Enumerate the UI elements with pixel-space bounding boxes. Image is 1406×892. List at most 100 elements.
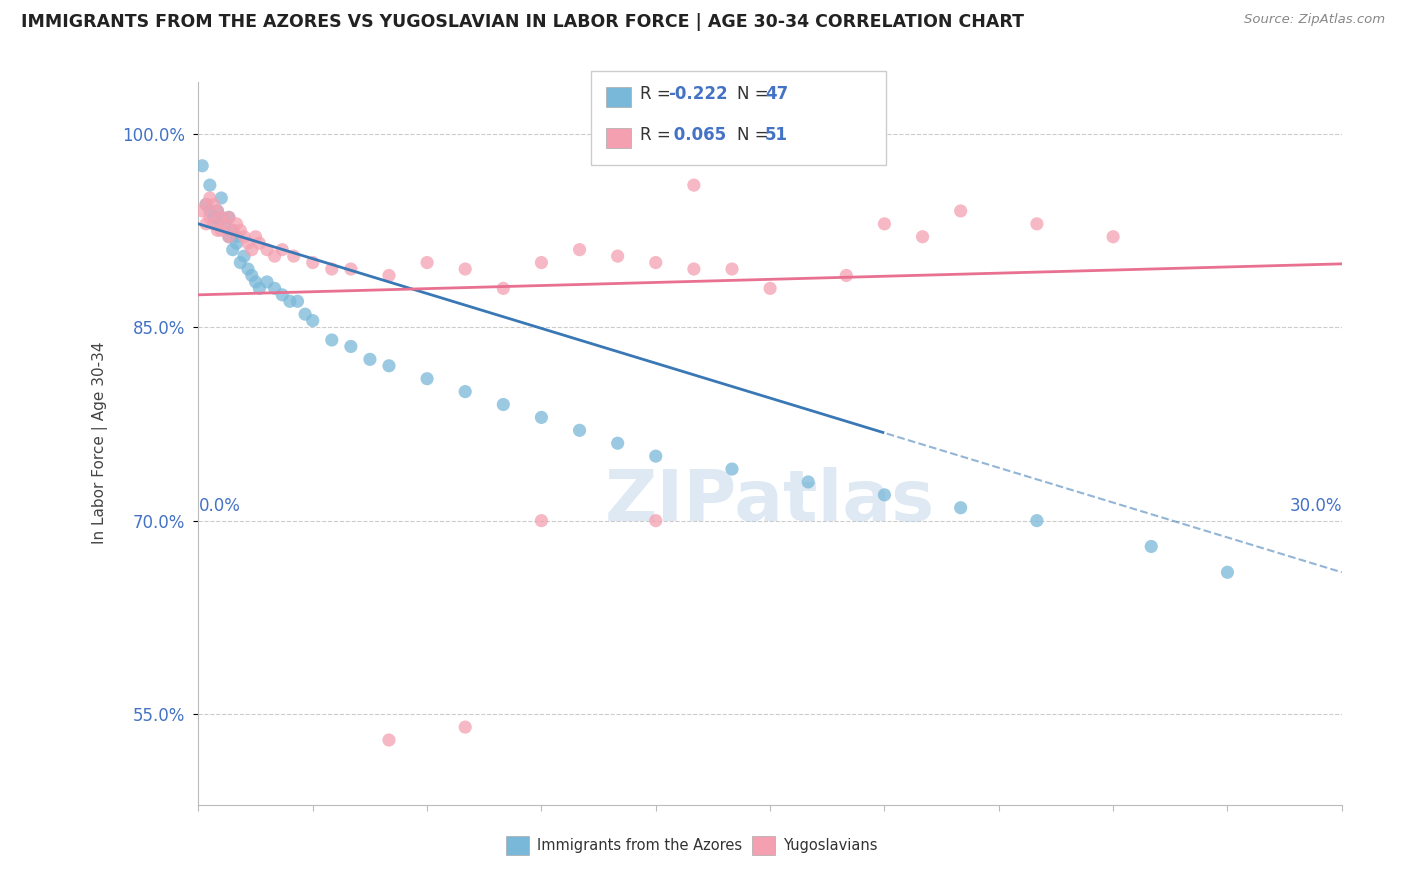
Point — [209, 191, 232, 205]
Point — [568, 423, 591, 437]
Point — [207, 223, 229, 237]
Point — [606, 249, 628, 263]
Y-axis label: In Labor Force | Age 30-34: In Labor Force | Age 30-34 — [93, 342, 108, 544]
Point — [209, 211, 232, 225]
Point — [191, 159, 214, 173]
Point — [797, 475, 820, 489]
Point — [207, 217, 229, 231]
Point — [214, 217, 236, 231]
Point — [378, 733, 401, 747]
Point — [222, 223, 245, 237]
Point — [1216, 566, 1239, 580]
Text: ZIPatlas: ZIPatlas — [605, 467, 935, 535]
Point — [263, 249, 285, 263]
Point — [301, 255, 323, 269]
Point — [256, 243, 278, 257]
Point — [271, 288, 294, 302]
Point — [198, 211, 221, 225]
Point — [222, 243, 245, 257]
Point — [454, 262, 477, 277]
Point — [198, 191, 221, 205]
Point — [568, 243, 591, 257]
Text: R =: R = — [640, 85, 676, 103]
Point — [911, 229, 934, 244]
Point — [644, 255, 666, 269]
Point — [340, 262, 363, 277]
Point — [378, 359, 401, 373]
Point — [416, 372, 439, 386]
Point — [233, 249, 256, 263]
Point — [1140, 540, 1163, 554]
Text: 30.0%: 30.0% — [1289, 498, 1341, 516]
Point — [229, 223, 252, 237]
Point — [218, 229, 240, 244]
Point — [198, 178, 221, 193]
Point — [198, 203, 221, 218]
Text: R =: R = — [640, 126, 676, 144]
Point — [283, 249, 305, 263]
Point — [873, 217, 896, 231]
Point — [236, 262, 259, 277]
Point — [209, 223, 232, 237]
Point — [301, 313, 323, 327]
Point — [835, 268, 858, 283]
Point — [1025, 217, 1047, 231]
Point — [247, 281, 270, 295]
Point — [214, 217, 236, 231]
Point — [271, 243, 294, 257]
Point — [225, 229, 247, 244]
Point — [683, 178, 706, 193]
Text: Immigrants from the Azores: Immigrants from the Azores — [537, 838, 742, 853]
Text: 47: 47 — [765, 85, 789, 103]
Point — [245, 275, 267, 289]
Point — [644, 514, 666, 528]
Text: -0.222: -0.222 — [668, 85, 727, 103]
Point — [236, 236, 259, 251]
Point — [492, 281, 515, 295]
Point — [644, 449, 666, 463]
Point — [222, 223, 245, 237]
Point — [263, 281, 285, 295]
Point — [278, 294, 301, 309]
Point — [195, 197, 218, 211]
Point — [378, 268, 401, 283]
Point — [202, 197, 225, 211]
Point — [207, 203, 229, 218]
Point — [287, 294, 309, 309]
Point — [1025, 514, 1047, 528]
Point — [202, 217, 225, 231]
Point — [606, 436, 628, 450]
Point — [683, 262, 706, 277]
Point — [256, 275, 278, 289]
Point — [225, 236, 247, 251]
Point — [949, 500, 972, 515]
Point — [191, 203, 214, 218]
Point — [321, 333, 343, 347]
Point — [240, 243, 263, 257]
Text: N =: N = — [737, 85, 773, 103]
Point — [416, 255, 439, 269]
Point — [245, 229, 267, 244]
Point — [218, 211, 240, 225]
Point — [949, 203, 972, 218]
Point — [321, 262, 343, 277]
Point — [225, 217, 247, 231]
Point — [454, 384, 477, 399]
Point — [721, 262, 744, 277]
Point — [247, 236, 270, 251]
Point — [294, 307, 316, 321]
Point — [454, 720, 477, 734]
Point — [209, 211, 232, 225]
Text: 51: 51 — [765, 126, 787, 144]
Point — [530, 410, 553, 425]
Point — [530, 255, 553, 269]
Point — [492, 397, 515, 411]
Point — [759, 281, 782, 295]
Point — [195, 217, 218, 231]
Point — [340, 339, 363, 353]
Point — [218, 211, 240, 225]
Text: IMMIGRANTS FROM THE AZORES VS YUGOSLAVIAN IN LABOR FORCE | AGE 30-34 CORRELATION: IMMIGRANTS FROM THE AZORES VS YUGOSLAVIA… — [21, 13, 1024, 31]
Point — [530, 514, 553, 528]
Text: Source: ZipAtlas.com: Source: ZipAtlas.com — [1244, 13, 1385, 27]
Point — [229, 255, 252, 269]
